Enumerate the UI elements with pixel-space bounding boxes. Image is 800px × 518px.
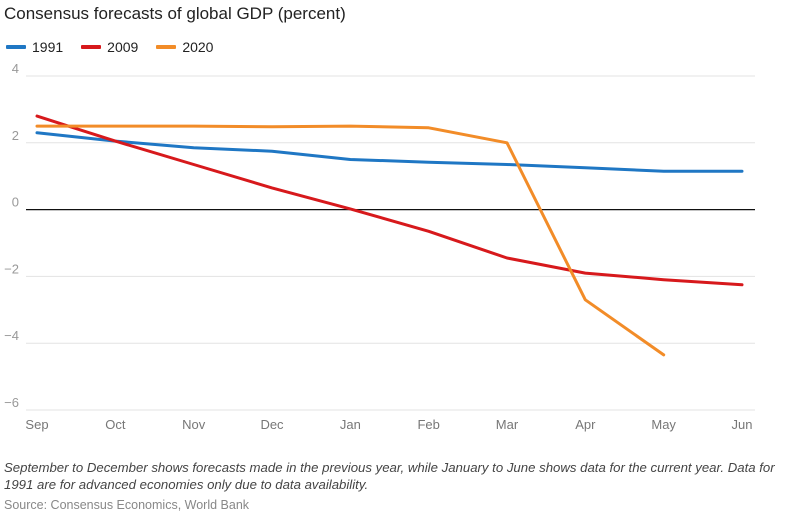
series-lines bbox=[35, 114, 744, 357]
legend-item-1991: 1991 bbox=[6, 39, 63, 55]
legend-swatch-1991 bbox=[6, 45, 26, 49]
y-tick-label: −6 bbox=[4, 395, 19, 410]
x-tick-label: May bbox=[651, 417, 676, 432]
x-axis-ticks: Sep Oct Nov Dec Jan Feb Mar Apr May Jun bbox=[25, 417, 752, 432]
legend-swatch-2020 bbox=[156, 45, 177, 49]
x-tick-label: Oct bbox=[105, 417, 126, 432]
x-tick-label: Mar bbox=[496, 417, 519, 432]
x-tick-label: Nov bbox=[182, 417, 206, 432]
x-tick-label: Jun bbox=[732, 417, 753, 432]
y-tick-label: 4 bbox=[12, 61, 19, 76]
line-chart: 4 2 0 −2 −4 −6 Sep Oct Nov Dec Jan Feb Mar Apr May Jun bbox=[4, 61, 755, 432]
x-tick-label: Jan bbox=[340, 417, 361, 432]
y-tick-label: −4 bbox=[4, 328, 19, 343]
chart-title: Consensus forecasts of global GDP (perce… bbox=[4, 4, 346, 23]
x-tick-label: Sep bbox=[25, 417, 48, 432]
legend-label-2020: 2020 bbox=[182, 39, 214, 55]
y-tick-label: 2 bbox=[12, 128, 19, 143]
legend-item-2009: 2009 bbox=[81, 39, 138, 55]
x-tick-label: Apr bbox=[575, 417, 596, 432]
series-line-2009 bbox=[35, 114, 744, 287]
legend: 1991 2009 2020 bbox=[6, 39, 213, 55]
y-axis-ticks: 4 2 0 −2 −4 −6 bbox=[4, 61, 19, 410]
x-tick-label: Feb bbox=[417, 417, 439, 432]
chart-footnote: September to December shows forecasts ma… bbox=[4, 460, 775, 492]
legend-label-1991: 1991 bbox=[32, 39, 64, 55]
series-line-2020 bbox=[35, 124, 666, 357]
y-tick-label: 0 bbox=[12, 195, 19, 210]
x-tick-label: Dec bbox=[260, 417, 284, 432]
y-tick-label: −2 bbox=[4, 261, 19, 276]
legend-label-2009: 2009 bbox=[107, 39, 139, 55]
legend-swatch-2009 bbox=[81, 45, 102, 49]
chart-source: Source: Consensus Economics, World Bank bbox=[4, 498, 250, 512]
series-line-1991 bbox=[35, 131, 744, 173]
legend-item-2020: 2020 bbox=[156, 39, 213, 55]
